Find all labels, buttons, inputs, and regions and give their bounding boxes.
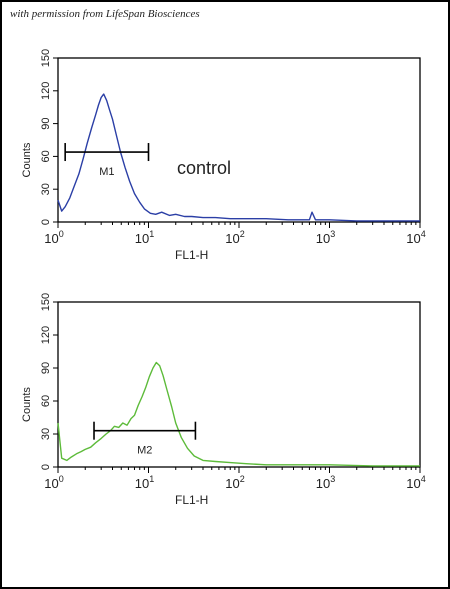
x-tick-exponent: 3 [330, 229, 335, 239]
x-tick-exponent: 2 [240, 229, 245, 239]
marker-label: M2 [137, 445, 152, 457]
y-tick-label: 150 [40, 49, 52, 67]
marker-label: M1 [99, 166, 114, 178]
y-tick-label: 150 [40, 293, 52, 311]
x-tick-base: 10 [44, 476, 58, 491]
x-axis-label: FL1-H [175, 493, 208, 507]
x-tick-label: 102 [225, 229, 244, 246]
y-tick-label: 0 [40, 464, 52, 470]
x-tick-base: 10 [44, 231, 58, 246]
y-tick-label: 60 [40, 395, 52, 407]
x-tick-label: 104 [406, 474, 425, 491]
x-tick-exponent: 4 [421, 474, 426, 484]
x-tick-base: 10 [135, 231, 149, 246]
x-tick-label: 103 [316, 474, 335, 491]
y-tick-label: 30 [40, 183, 52, 195]
x-tick-exponent: 4 [421, 229, 426, 239]
x-tick-exponent: 0 [59, 474, 64, 484]
histogram-line-1 [57, 361, 420, 467]
y-tick-label: 60 [40, 150, 52, 162]
y-tick-label: 90 [40, 117, 52, 129]
x-tick-exponent: 1 [149, 229, 154, 239]
histogram-line-1 [57, 93, 420, 222]
permission-credit: with permission from LifeSpan Bioscience… [10, 8, 200, 20]
x-axis-label: FL1-H [175, 248, 208, 262]
x-tick-exponent: 0 [59, 229, 64, 239]
x-tick-label: 104 [406, 229, 425, 246]
annotation-label: control [177, 158, 231, 178]
y-tick-label: 90 [40, 362, 52, 374]
x-tick-exponent: 2 [240, 474, 245, 484]
x-tick-label: 102 [225, 474, 244, 491]
y-tick-label: 120 [40, 82, 52, 100]
x-tick-label: 103 [316, 229, 335, 246]
x-tick-base: 10 [316, 231, 330, 246]
plot-frame [57, 57, 421, 223]
x-tick-label: 101 [135, 229, 154, 246]
y-tick-label: 120 [40, 326, 52, 344]
x-tick-base: 10 [225, 231, 239, 246]
x-tick-base: 10 [316, 476, 330, 491]
x-tick-base: 10 [135, 476, 149, 491]
y-axis-label: Counts [21, 142, 33, 177]
x-tick-label: 100 [44, 229, 63, 246]
x-tick-label: 100 [44, 474, 63, 491]
x-tick-base: 10 [406, 231, 420, 246]
y-tick-label: 30 [40, 428, 52, 440]
plot-frame [57, 301, 421, 468]
x-tick-exponent: 3 [330, 474, 335, 484]
x-tick-base: 10 [406, 476, 420, 491]
y-tick-label: 0 [40, 219, 52, 225]
x-tick-label: 101 [135, 474, 154, 491]
y-axis-label: Counts [21, 387, 33, 422]
x-tick-base: 10 [225, 476, 239, 491]
x-tick-exponent: 1 [149, 474, 154, 484]
